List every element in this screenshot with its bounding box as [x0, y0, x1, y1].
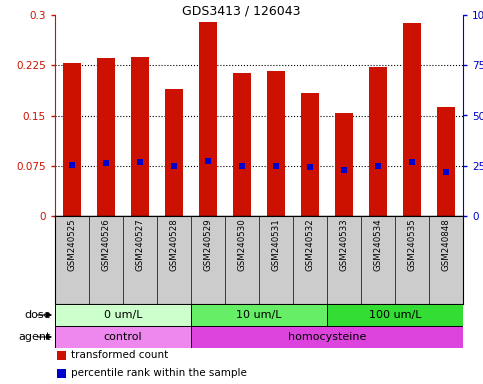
Bar	[63, 63, 81, 216]
Bar	[55, 305, 191, 326]
Text: dose: dose	[25, 310, 51, 320]
Text: GSM240848: GSM240848	[441, 218, 451, 271]
Bar	[191, 326, 463, 348]
Text: 100 um/L: 100 um/L	[369, 310, 421, 320]
Bar	[369, 67, 387, 216]
Text: GSM240528: GSM240528	[170, 218, 179, 271]
Bar	[403, 23, 421, 216]
Text: 0 um/L: 0 um/L	[104, 310, 142, 320]
Text: control: control	[104, 332, 142, 342]
Text: GSM240533: GSM240533	[340, 218, 349, 271]
Bar	[191, 305, 327, 326]
Text: agent: agent	[19, 332, 51, 342]
Text: GSM240534: GSM240534	[373, 218, 383, 271]
Bar	[437, 108, 455, 216]
Text: GDS3413 / 126043: GDS3413 / 126043	[182, 5, 301, 18]
Bar	[300, 93, 319, 216]
Text: GSM240532: GSM240532	[306, 218, 314, 271]
Text: GSM240525: GSM240525	[68, 218, 76, 271]
Bar	[199, 22, 217, 216]
Bar	[130, 56, 149, 216]
Text: transformed count: transformed count	[71, 351, 168, 361]
Bar	[335, 114, 354, 216]
Text: GSM240531: GSM240531	[271, 218, 281, 271]
Bar	[57, 369, 66, 378]
Bar	[57, 351, 66, 360]
Bar	[165, 89, 184, 216]
Text: GSM240529: GSM240529	[203, 218, 213, 271]
Text: GSM240530: GSM240530	[238, 218, 246, 271]
Text: homocysteine: homocysteine	[288, 332, 366, 342]
Text: GSM240526: GSM240526	[101, 218, 111, 271]
Text: GSM240535: GSM240535	[408, 218, 416, 271]
Bar	[233, 73, 251, 216]
Text: 10 um/L: 10 um/L	[236, 310, 282, 320]
Text: percentile rank within the sample: percentile rank within the sample	[71, 369, 246, 379]
Bar	[97, 58, 115, 216]
Bar	[267, 71, 285, 216]
Bar	[55, 326, 191, 348]
Text: GSM240527: GSM240527	[136, 218, 144, 271]
Bar	[327, 305, 463, 326]
